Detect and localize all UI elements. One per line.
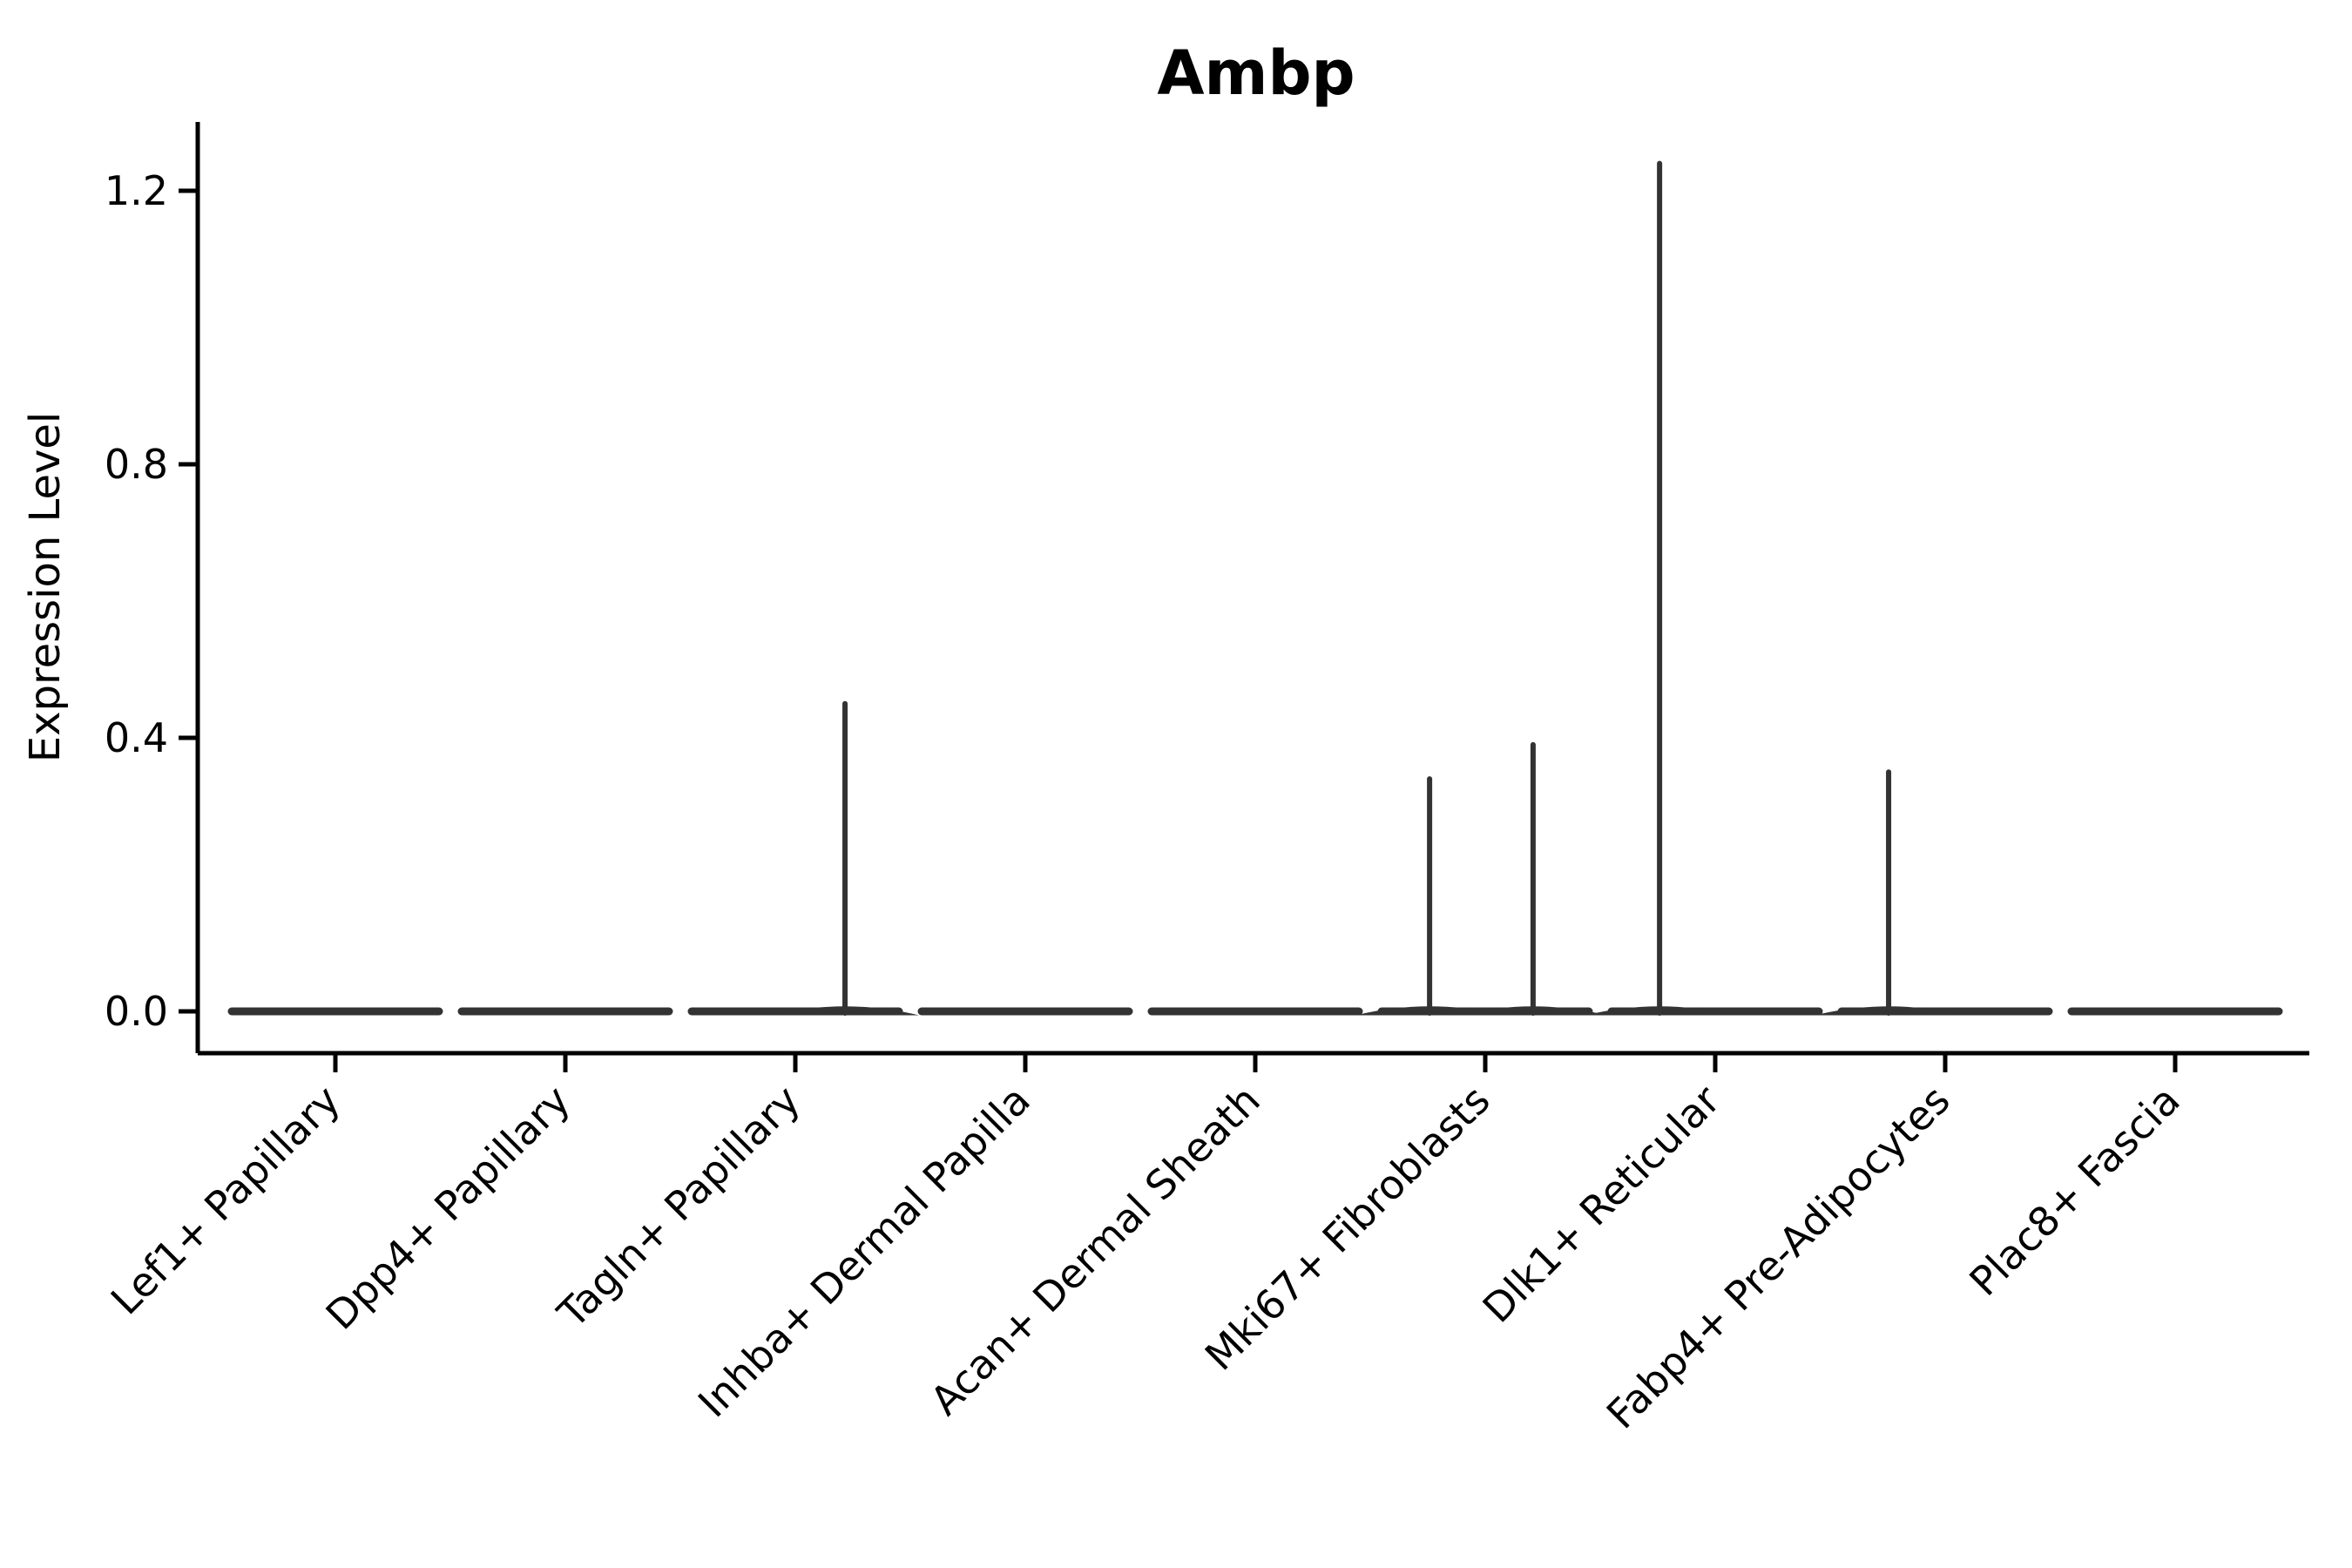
axes	[179, 122, 2309, 1072]
x-tick-label: Tagln+ Papillary	[548, 1077, 809, 1338]
violins	[227, 160, 2283, 1016]
x-tick-label: Dpp4+ Papillary	[317, 1077, 579, 1339]
x-tick-label: Dlk1+ Reticular	[1474, 1077, 1729, 1332]
y-axis-label: Expression Level	[21, 412, 70, 763]
x-tick-label: Plac8+ Fascia	[1960, 1077, 2188, 1305]
violin	[687, 700, 920, 1016]
y-tick-label: 0.0	[105, 988, 168, 1035]
chart-title: Ambp	[1157, 37, 1355, 109]
y-tick-label: 0.4	[105, 714, 168, 761]
violin	[1815, 769, 2053, 1016]
violin	[1355, 741, 1607, 1016]
y-tick-label: 1.2	[105, 167, 168, 214]
x-tick-label: Lef1+ Papillary	[102, 1077, 349, 1324]
y-tick-labels: 0.0 0.4 0.8 1.2	[105, 167, 168, 1035]
y-tick-label: 0.8	[105, 441, 168, 488]
violin	[1585, 160, 1823, 1016]
